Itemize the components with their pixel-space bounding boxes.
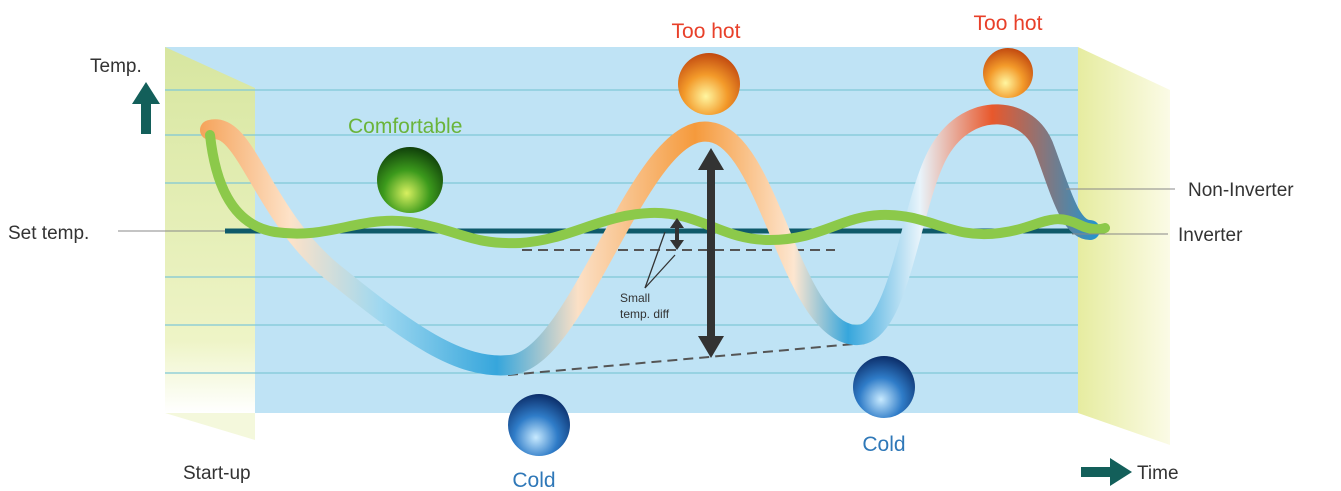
small-diff-label: temp. diff [620, 307, 670, 321]
small-diff-label: Small [620, 291, 650, 305]
non-inverter-label: Non-Inverter [1188, 180, 1294, 201]
start-up-label: Start-up [183, 463, 251, 484]
hot-ball [678, 53, 740, 115]
comfortable-label: Comfortable [348, 115, 462, 138]
guide-lines [165, 89, 1078, 374]
cold-label: Cold [512, 469, 555, 491]
small-arrow [670, 218, 684, 250]
inverter-curve [205, 130, 1110, 249]
non-inverter-curve [200, 104, 1100, 376]
too-hot-label: Too hot [974, 12, 1043, 35]
right-face [1078, 47, 1170, 445]
big-arrow [698, 148, 724, 358]
axis-arrows [132, 82, 1132, 486]
left-face-bottom [165, 413, 255, 440]
cold-label: Cold [862, 433, 905, 456]
hot-ball [983, 48, 1033, 98]
set-temp-label: Set temp. [8, 223, 89, 244]
cold-ball [508, 394, 570, 456]
too-hot-label: Too hot [672, 20, 741, 43]
comfortable-ball [377, 147, 443, 213]
x-label: Time [1137, 463, 1179, 484]
inverter-label: Inverter [1178, 225, 1243, 246]
y-label: Temp. [90, 56, 142, 77]
diff-pointers [644, 231, 676, 289]
cold-ball [853, 356, 915, 418]
